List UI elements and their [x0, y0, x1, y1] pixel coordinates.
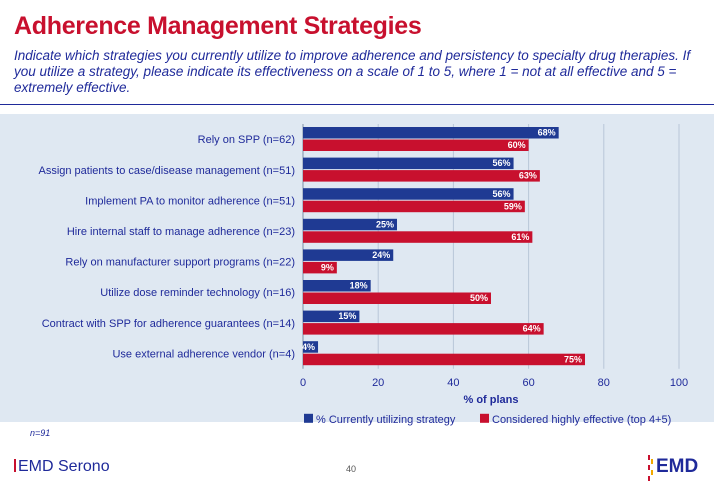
emd-logo-mark-icon	[648, 455, 653, 481]
category-label: Rely on SPP (n=62)	[198, 134, 295, 146]
bar-utilizing	[303, 310, 360, 323]
bar-utilizing	[303, 280, 371, 292]
x-tick-label: 60	[522, 377, 534, 389]
legend-label-utilizing: % Currently utilizing strategy	[316, 414, 456, 426]
x-axis-title: % of plans	[463, 394, 518, 406]
category-label: Use external adherence vendor (n=4)	[112, 348, 295, 360]
bar-effective	[303, 353, 585, 366]
page-title: Adherence Management Strategies	[14, 12, 422, 40]
x-tick-label: 100	[670, 377, 688, 389]
page-subtitle: Indicate which strategies you currently …	[14, 48, 691, 95]
bar-effective	[303, 139, 529, 151]
bar-effective	[303, 170, 540, 182]
emd-serono-logo: EMD Serono	[14, 458, 110, 476]
data-label: 60%	[508, 140, 526, 150]
legend-label-effective: Considered highly effective (top 4+5)	[492, 414, 671, 426]
data-label: 68%	[538, 128, 556, 138]
x-tick-label: 40	[447, 377, 459, 389]
bar-utilizing	[303, 188, 514, 200]
bar-utilizing	[303, 127, 559, 139]
legend-swatch-effective	[480, 413, 489, 423]
data-label: 15%	[338, 311, 356, 321]
category-label: Assign patients to case/disease manageme…	[38, 165, 295, 177]
page-number: 40	[346, 464, 357, 474]
category-label: Hire internal staff to manage adherence …	[67, 226, 295, 238]
bar-effective	[303, 292, 491, 304]
data-label: 24%	[372, 250, 390, 260]
data-label: 61%	[511, 232, 529, 242]
data-label: 59%	[504, 201, 522, 211]
bar-utilizing	[303, 341, 319, 353]
data-label: 64%	[523, 324, 541, 334]
data-label: 63%	[519, 171, 537, 181]
emd-wordmark: EMD	[656, 456, 699, 477]
bar-utilizing	[303, 249, 394, 261]
data-label: 75%	[564, 354, 582, 364]
category-label: Implement PA to monitor adherence (n=51)	[85, 195, 295, 207]
data-label: 56%	[493, 189, 511, 199]
category-label: Contract with SPP for adherence guarante…	[42, 318, 295, 330]
bar-utilizing	[303, 218, 397, 231]
sample-size-note: n=91	[30, 428, 51, 438]
emd-serono-wordmark: EMD Serono	[18, 458, 110, 475]
category-label: Rely on manufacturer support programs (n…	[65, 257, 295, 269]
data-label: 25%	[376, 219, 394, 229]
bar-effective	[303, 200, 525, 213]
data-label: 9%	[321, 263, 334, 273]
bar-effective	[303, 261, 337, 274]
title-divider	[0, 104, 714, 105]
legend-swatch-utilizing	[304, 413, 313, 423]
data-label: 56%	[493, 158, 511, 168]
data-label: 50%	[470, 293, 488, 303]
category-label: Utilize dose reminder technology (n=16)	[100, 287, 295, 299]
bar-utilizing	[303, 157, 514, 170]
bar-effective	[303, 323, 544, 335]
x-tick-label: 20	[372, 377, 384, 389]
x-tick-label: 80	[598, 377, 610, 389]
bar-effective	[303, 231, 533, 243]
x-tick-label: 0	[300, 377, 306, 389]
data-label: 4%	[302, 342, 315, 352]
logo-accent-bar	[14, 459, 16, 472]
emd-corner-logo: EMD	[648, 452, 702, 484]
data-label: 18%	[350, 281, 368, 291]
